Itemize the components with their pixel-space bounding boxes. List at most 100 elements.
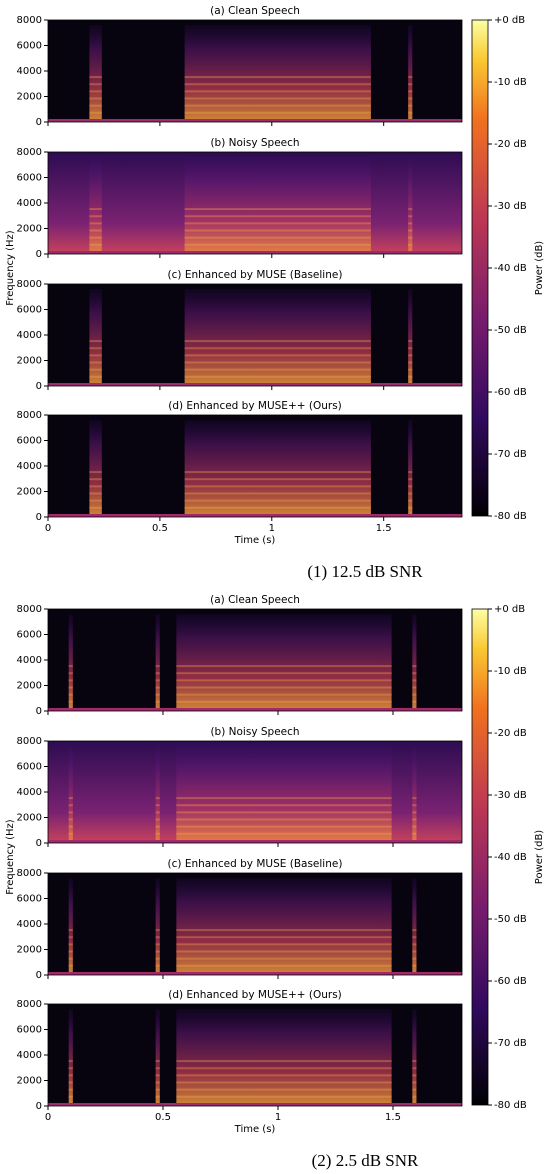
spectral-energy [155,1009,160,1106]
harmonic-band [408,97,413,100]
colorbar-tick-label: -20 dB [494,139,527,150]
caption: (2) 2.5 dB SNR [312,1151,419,1170]
harmonic-band [176,1095,392,1098]
x-tick-label: 0 [45,523,51,534]
harmonic-band [408,368,413,371]
x-tick-label: 0 [45,1112,51,1123]
y-tick-label: 0 [36,117,42,128]
harmonic-band [408,111,413,114]
colorbar-tick-label: -10 dB [494,666,527,677]
harmonic-band [412,1095,417,1098]
harmonic-band [176,832,392,835]
harmonic-band [184,485,371,488]
spectral-energy [155,878,160,975]
harmonic-band [176,686,392,689]
spectral-energy [68,614,73,711]
harmonic-band [176,818,392,821]
harmonic-band [184,90,371,93]
spectral-energy [89,25,102,123]
harmonic-band [412,1074,417,1077]
harmonic-band [89,485,102,488]
harmonic-band [89,90,102,93]
colorbar-tick-label: -50 dB [494,914,527,925]
spectral-energy [176,878,392,975]
harmonic-band [89,499,102,502]
y-tick-label: 6000 [17,762,42,773]
harmonic-band [155,950,160,953]
harmonic-band [184,208,371,211]
harmonic-band [176,679,392,682]
harmonic-band [184,375,371,378]
spectral-energy [68,1009,73,1106]
harmonic-band [89,229,102,232]
harmonic-band [89,354,102,357]
y-tick-label: 6000 [17,436,42,447]
spectral-energy [412,614,417,711]
colorbar-tick-label: -40 dB [494,263,527,274]
spectral-energy [89,420,102,517]
harmonic-band [68,665,73,668]
harmonic-band [68,1067,73,1070]
harmonic-band [176,804,392,807]
harmonic-band [412,693,417,696]
harmonic-band [412,832,417,835]
harmonic-band [408,375,413,378]
harmonic-band [89,208,102,211]
harmonic-band [408,215,413,218]
colorbar-tick-label: -60 dB [494,976,527,987]
harmonic-band [412,825,417,828]
x-tick-label: 1 [269,523,275,534]
x-tick-label: 0.5 [152,523,168,534]
harmonic-band [412,804,417,807]
spectral-energy [68,746,73,843]
harmonic-band [412,818,417,821]
spectral-energy [89,289,102,386]
spectral-energy [412,746,417,843]
harmonic-band [176,964,392,967]
harmonic-band [176,1074,392,1077]
y-tick-label: 6000 [17,173,42,184]
colorbar-tick-label: -10 dB [494,77,527,88]
harmonic-band [89,361,102,364]
harmonic-band [68,804,73,807]
harmonic-band [155,686,160,689]
harmonic-band [155,700,160,703]
harmonic-band [184,354,371,357]
harmonic-band [155,797,160,800]
y-tick-label: 0 [36,249,42,260]
harmonic-band [155,825,160,828]
harmonic-band [155,1074,160,1077]
harmonic-band [408,222,413,225]
y-tick-label: 8000 [17,410,42,421]
harmonic-band [184,492,371,495]
harmonic-band [89,375,102,378]
spectral-energy [176,614,392,711]
y-tick-label: 8000 [17,999,42,1010]
harmonic-band [176,700,392,703]
harmonic-band [176,825,392,828]
harmonic-band [412,686,417,689]
harmonic-band [155,1095,160,1098]
harmonic-band [155,964,160,967]
low-freq-line [48,972,462,975]
harmonic-band [176,1067,392,1070]
harmonic-band [184,236,371,239]
harmonic-band [184,478,371,481]
harmonic-band [184,471,371,474]
harmonic-band [155,818,160,821]
y-tick-label: 8000 [17,279,42,290]
spectral-energy [184,289,371,386]
harmonic-band [184,499,371,502]
harmonic-band [408,492,413,495]
harmonic-band [408,236,413,239]
harmonic-band [68,943,73,946]
harmonic-band [412,1060,417,1063]
spectral-energy [408,289,413,386]
harmonic-band [408,361,413,364]
harmonic-band [155,943,160,946]
y-axis-label: Frequency (Hz) [5,230,16,306]
y-tick-label: 4000 [17,461,42,472]
low-freq-line [48,514,462,517]
harmonic-band [89,111,102,114]
spectral-energy [155,746,160,843]
